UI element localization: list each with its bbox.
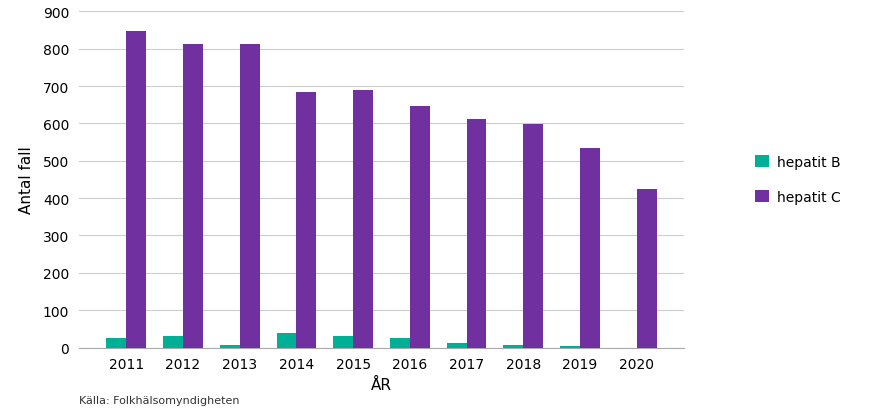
Y-axis label: Antal fall: Antal fall <box>19 146 34 214</box>
Text: Källa: Folkhälsomyndigheten: Källa: Folkhälsomyndigheten <box>79 395 239 405</box>
Bar <box>560 346 580 348</box>
Bar <box>106 338 126 348</box>
Bar <box>183 45 203 348</box>
X-axis label: ÅR: ÅR <box>371 377 392 392</box>
Bar <box>126 31 146 348</box>
Bar <box>503 345 524 348</box>
Bar <box>580 149 600 348</box>
Legend: hepatit B, hepatit C: hepatit B, hepatit C <box>750 150 846 210</box>
Bar <box>410 107 430 348</box>
Bar <box>353 91 373 348</box>
Bar <box>220 345 239 348</box>
Bar <box>296 92 317 348</box>
Bar <box>163 337 183 348</box>
Bar <box>390 338 410 348</box>
Bar <box>637 190 657 348</box>
Bar <box>446 343 467 348</box>
Bar <box>524 125 543 348</box>
Bar <box>467 119 487 348</box>
Bar <box>333 336 353 348</box>
Bar <box>276 333 296 348</box>
Bar <box>239 45 260 348</box>
